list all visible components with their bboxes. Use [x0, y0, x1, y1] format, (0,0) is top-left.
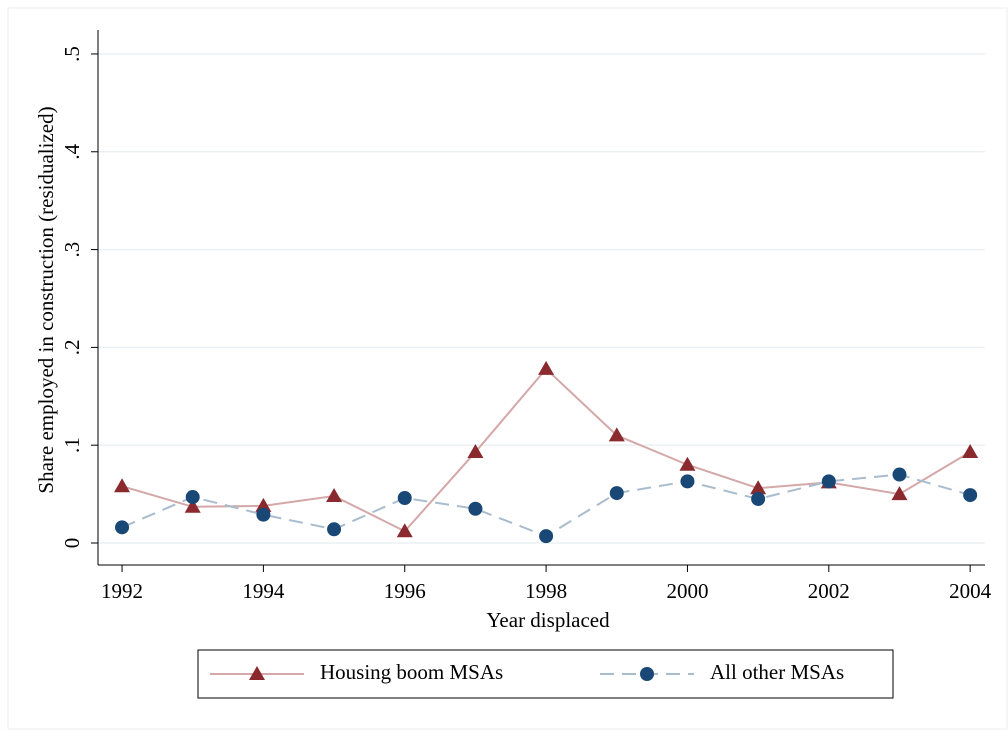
- frame: [7, 7, 1008, 730]
- data-point: [679, 456, 696, 471]
- data-point: [539, 529, 554, 544]
- data-point: [468, 501, 483, 516]
- legend-marker: [640, 667, 654, 681]
- data-point: [256, 507, 271, 522]
- data-point: [891, 486, 908, 501]
- data-point: [751, 491, 766, 506]
- data-point: [184, 498, 201, 513]
- data-point: [255, 497, 272, 512]
- data-point: [680, 474, 695, 489]
- legend-label: Housing boom MSAs: [320, 660, 503, 684]
- x-tick-label: 1998: [525, 579, 567, 603]
- x-tick-label: 1996: [384, 579, 426, 603]
- y-tick-label: 0: [60, 538, 84, 549]
- legend-box: [197, 649, 894, 699]
- data-point: [185, 490, 200, 505]
- y-tick-label: .2: [60, 340, 84, 356]
- data-point: [892, 467, 907, 482]
- x-tick-label: 1992: [101, 579, 143, 603]
- data-point: [750, 480, 767, 495]
- data-point: [962, 444, 979, 459]
- data-point: [963, 488, 978, 503]
- data-point: [397, 491, 412, 506]
- data-point: [396, 523, 413, 538]
- y-tick-label: .4: [60, 143, 84, 159]
- legend-marker: [249, 666, 265, 680]
- x-axis-title: Year displaced: [486, 608, 610, 632]
- data-point: [115, 520, 130, 535]
- data-point: [538, 360, 555, 375]
- y-tick-label: .3: [60, 242, 84, 258]
- y-axis-title: Share employed in construction (residual…: [34, 106, 58, 493]
- data-point: [609, 486, 624, 501]
- y-tick-label: .1: [60, 437, 84, 453]
- x-tick-label: 2002: [808, 579, 850, 603]
- data-point: [326, 488, 343, 503]
- data-point: [114, 478, 131, 493]
- data-point: [821, 474, 836, 489]
- y-tick-label: .5: [60, 46, 84, 62]
- legend-label: All other MSAs: [710, 660, 844, 684]
- x-tick-label: 1994: [242, 579, 285, 603]
- x-tick-label: 2000: [666, 579, 708, 603]
- x-tick-label: 2004: [949, 579, 992, 603]
- data-point: [467, 444, 484, 459]
- data-point: [327, 522, 342, 537]
- data-point: [608, 427, 625, 442]
